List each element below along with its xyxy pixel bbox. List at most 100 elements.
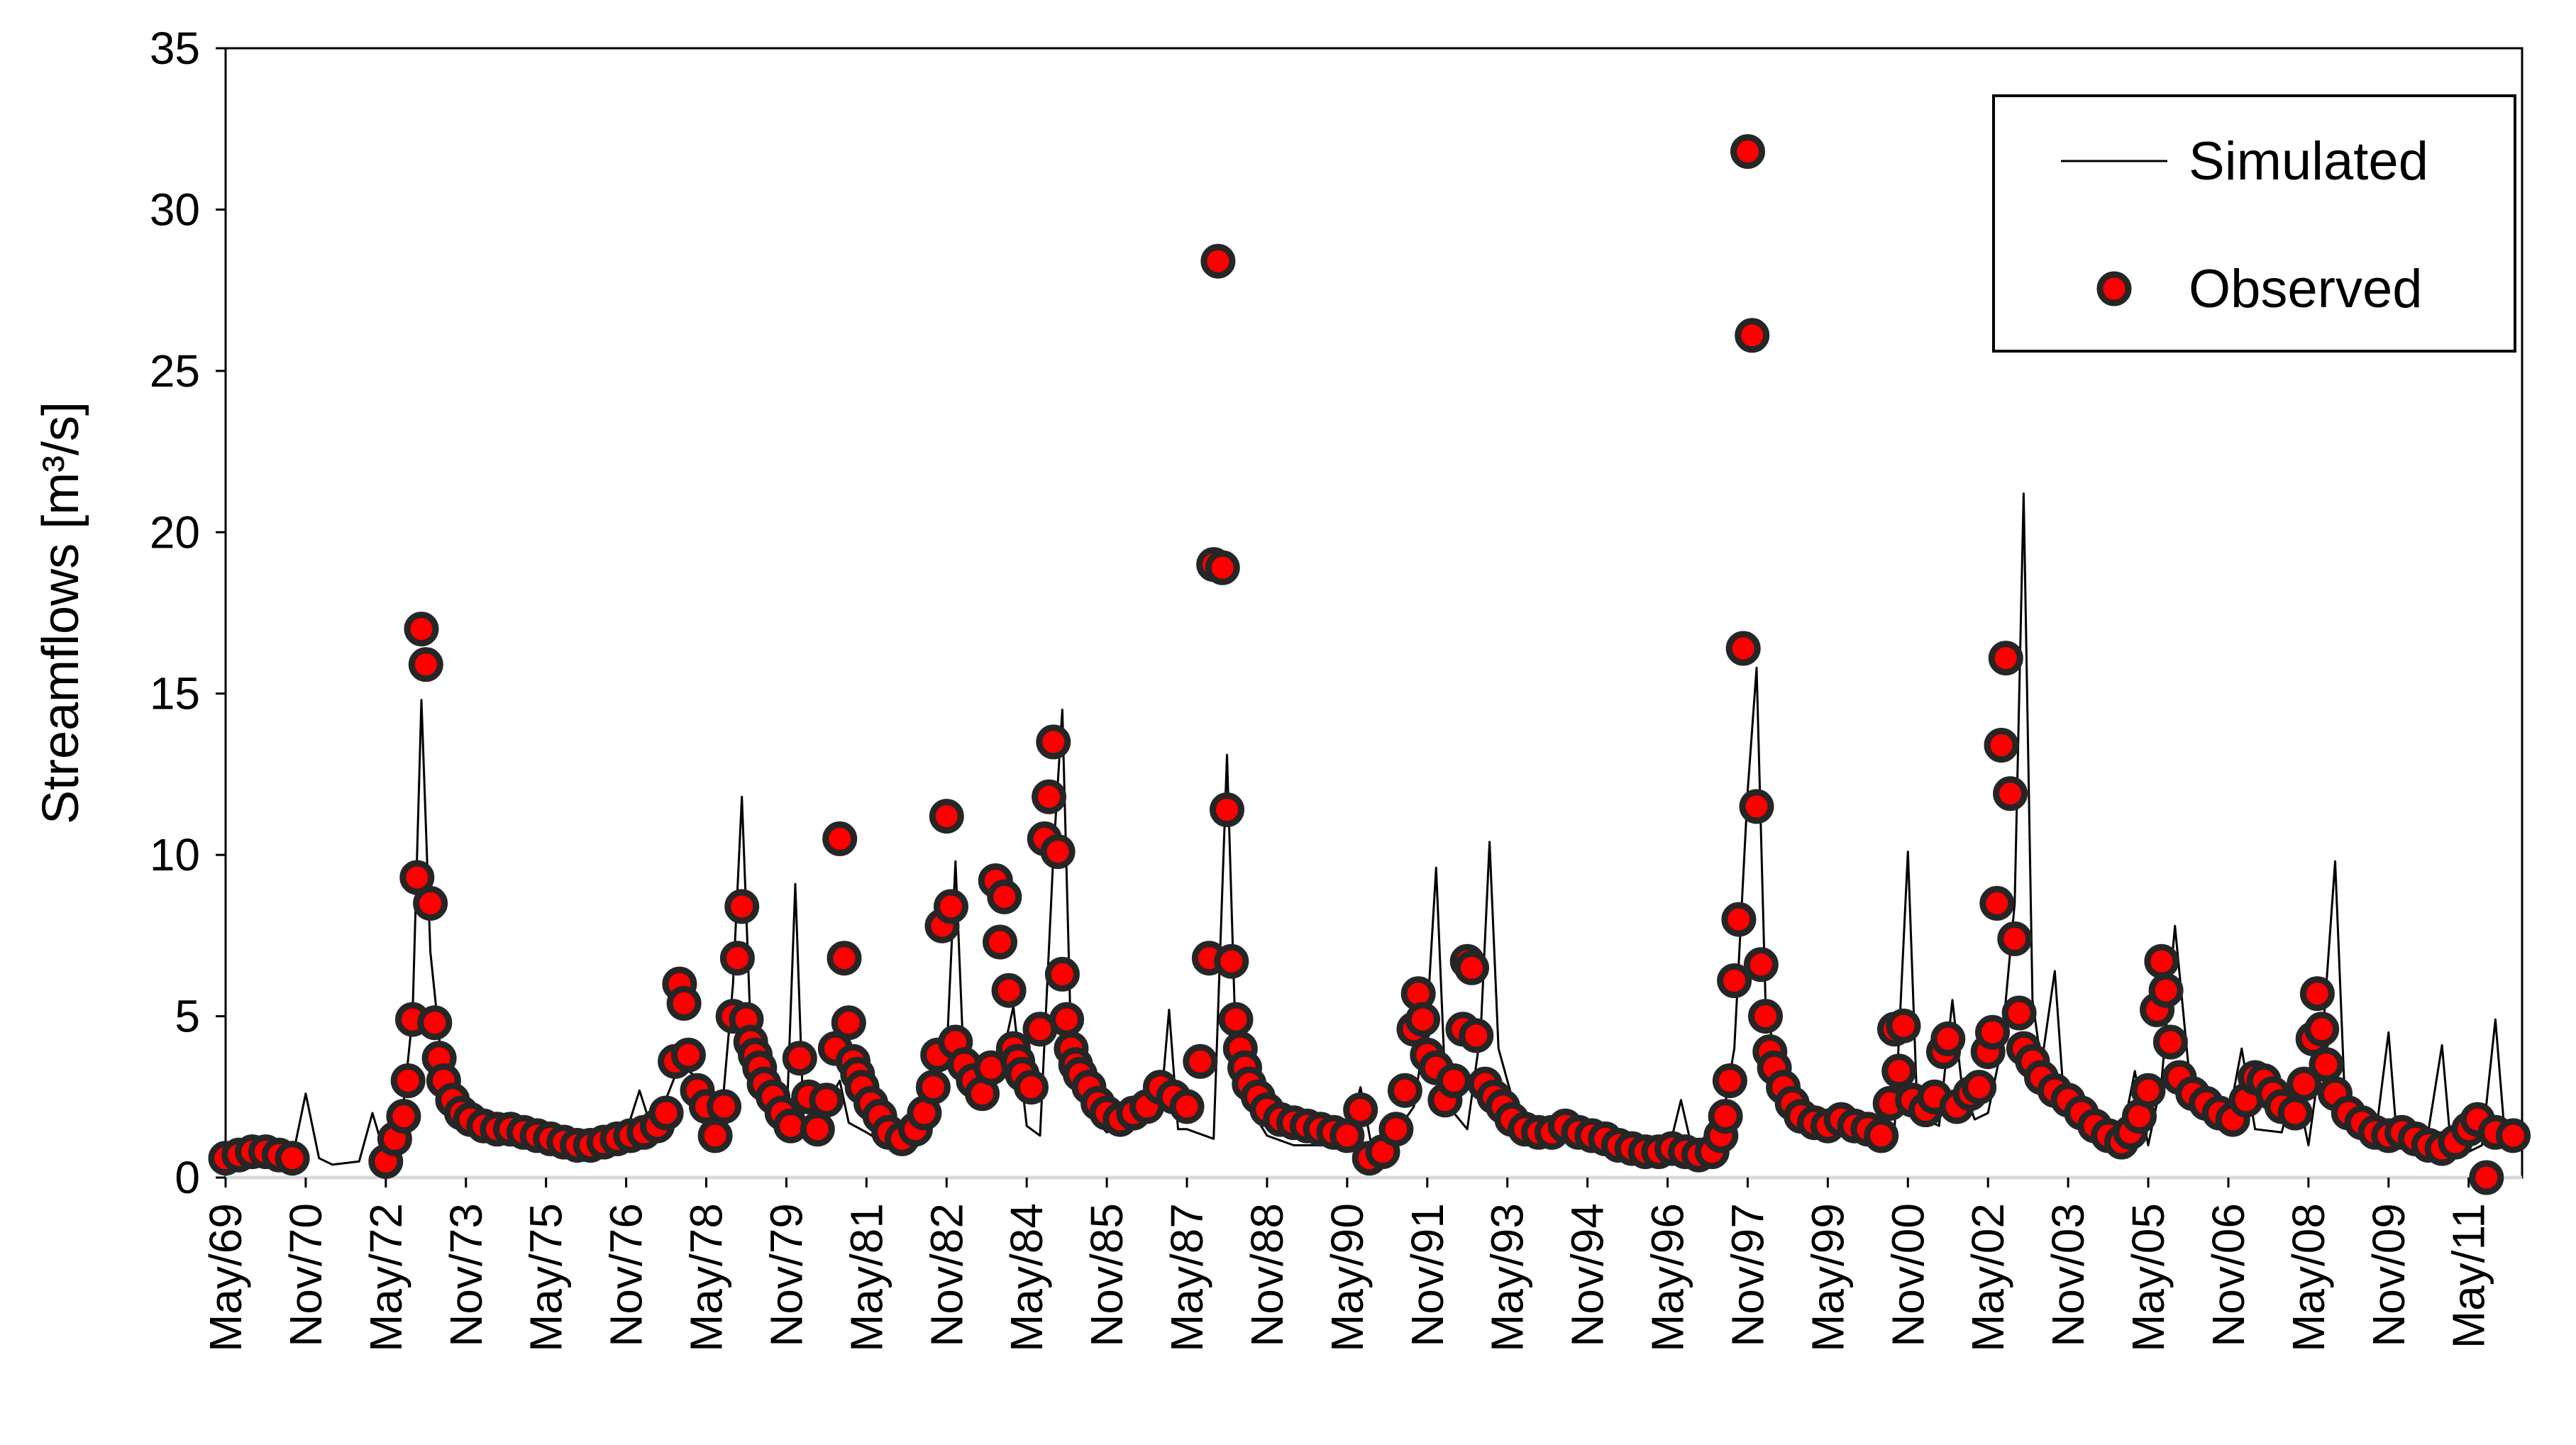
observed-point [1205, 550, 1240, 585]
observed-point [1214, 943, 1249, 979]
x-tick-label: Nov/70 [280, 1203, 331, 1347]
y-tick-label: 20 [150, 506, 200, 558]
x-tick-label: May/11 [2443, 1203, 2494, 1349]
observed-point [1169, 1089, 1205, 1124]
observed-point [822, 821, 858, 856]
x-tick-label: May/69 [200, 1203, 251, 1352]
y-tick-label: 25 [150, 345, 200, 397]
observed-point [2309, 1047, 2344, 1083]
x-tick-label: May/90 [1322, 1203, 1373, 1352]
observed-point [724, 889, 760, 924]
observed-point [1036, 724, 1071, 760]
observed-point [648, 1095, 684, 1131]
observed-point [1975, 1014, 2010, 1050]
observed-point [929, 799, 964, 834]
observed-point [1984, 728, 2019, 763]
x-tick-label: Nov/09 [2363, 1203, 2414, 1347]
observed-point [386, 1099, 421, 1134]
x-tick-label: Nov/88 [1242, 1203, 1293, 1347]
observed-point [2277, 1095, 2313, 1131]
observed-point [2001, 995, 2037, 1031]
observed-point [390, 1063, 426, 1098]
observed-point [809, 1083, 844, 1118]
observed-point [1864, 1118, 1899, 1153]
x-tick-label: Nov/79 [761, 1203, 812, 1347]
observed-point [1743, 947, 1779, 982]
observed-point [1200, 243, 1236, 279]
observed-point [1330, 1118, 1365, 1153]
observed-point [275, 1141, 310, 1176]
x-tick-label: Nov/91 [1402, 1203, 1453, 1347]
observed-point [1044, 956, 1080, 992]
observed-point [800, 1112, 835, 1147]
observed-point [1708, 1099, 1743, 1134]
observed-point [1032, 779, 1067, 814]
observed-point [991, 973, 1027, 1008]
observed-point [2287, 1066, 2322, 1102]
observed-point [1378, 1112, 1414, 1147]
observed-point [2469, 1160, 2504, 1195]
observed-point [1712, 1063, 1747, 1098]
observed-point [1962, 1070, 1997, 1105]
observed-point [987, 879, 1022, 914]
y-tick-label: 30 [150, 184, 200, 235]
legend-observed-label: Observed [2189, 259, 2423, 319]
observed-point [408, 647, 443, 682]
observed-point [719, 941, 755, 976]
x-tick-label: Nov/94 [1562, 1203, 1613, 1347]
observed-point [1988, 641, 2023, 676]
observed-point [1721, 902, 1757, 937]
x-tick-label: Nov/97 [1722, 1203, 1773, 1347]
observed-point [2304, 1012, 2340, 1047]
observed-point [670, 1037, 706, 1073]
observed-point [983, 924, 1017, 960]
x-tick-label: Nov/73 [441, 1203, 492, 1347]
observed-point [1040, 834, 1076, 870]
observed-point [1735, 318, 1770, 353]
observed-point [666, 985, 702, 1021]
observed-point [1218, 1002, 1254, 1037]
observed-point [1748, 999, 1783, 1034]
x-tick-label: May/99 [1802, 1203, 1853, 1352]
x-tick-label: May/81 [841, 1203, 892, 1352]
y-tick-label: 15 [150, 668, 200, 719]
observed-point [1725, 631, 1761, 666]
observed-point [2148, 973, 2184, 1008]
y-tick-label: 10 [150, 829, 200, 880]
observed-point [2496, 1118, 2531, 1153]
axes-layer: 0 5 10 15 20 25 30 35 May/69 Nov/70 May/72 Nov/73 Ma… [150, 23, 2524, 1352]
x-tick-label: May/93 [1482, 1203, 1533, 1352]
legend-simulated-label: Simulated [2189, 131, 2428, 192]
x-tick-label: Nov/76 [601, 1203, 652, 1347]
observed-point [1717, 963, 1752, 998]
x-tick-label: May/02 [1962, 1203, 2013, 1352]
x-tick-label: Nov/03 [2042, 1203, 2094, 1347]
y-tick-label: 0 [175, 1152, 200, 1203]
y-tick-label: 5 [175, 991, 200, 1042]
observed-point [2144, 943, 2179, 979]
observed-point [1459, 1018, 1494, 1053]
observed-point [1979, 885, 2015, 921]
observed-point [1210, 792, 1244, 827]
x-tick-label: May/05 [2123, 1203, 2174, 1352]
legend: Simulated Observed [1992, 94, 2516, 353]
observed-point [1405, 1002, 1440, 1037]
observed-point [915, 1070, 951, 1105]
observed-point [1886, 1008, 1921, 1043]
observed-point [1049, 1002, 1085, 1037]
observed-series [208, 134, 2531, 1195]
x-tick-label: Nov/85 [1081, 1203, 1132, 1347]
x-tick-label: Nov/82 [921, 1203, 972, 1347]
observed-point [2130, 1073, 2166, 1108]
x-tick-label: May/78 [681, 1203, 732, 1352]
observed-point [1436, 1063, 1471, 1098]
observed-point [1183, 1043, 1218, 1079]
observed-point [934, 889, 968, 924]
observed-point [404, 611, 439, 647]
y-tick-label: 35 [150, 23, 200, 74]
x-tick-label: Nov/00 [1882, 1203, 1933, 1347]
x-tick-label: May/72 [360, 1203, 411, 1352]
x-tick-label: May/84 [1001, 1203, 1052, 1352]
